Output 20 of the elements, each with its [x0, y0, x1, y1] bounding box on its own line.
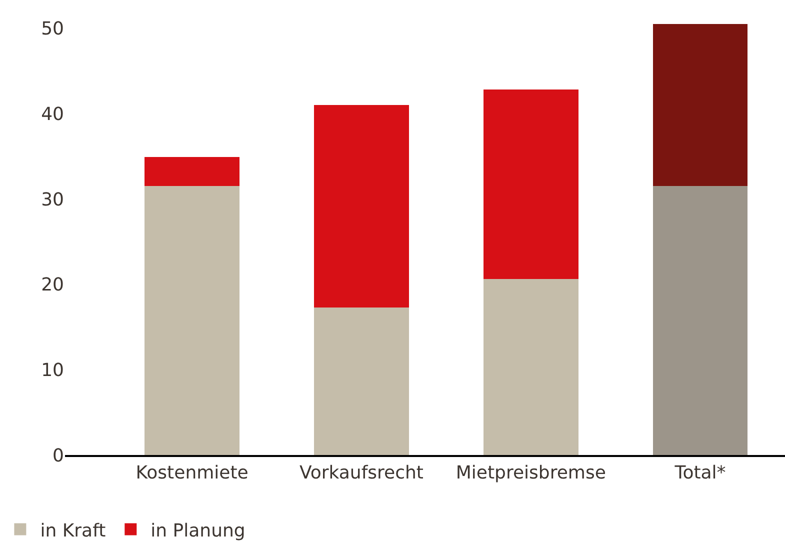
x-tick-label: Total*	[674, 462, 726, 484]
bar	[144, 157, 240, 186]
x-tick-label: Kostenmiete	[136, 462, 248, 484]
y-tick-label: 40	[41, 104, 64, 125]
x-tick-label: Mietpreisbremse	[456, 462, 606, 484]
y-tick-label: 30	[41, 189, 64, 210]
legend-label: in Planung	[150, 520, 246, 542]
bar	[144, 186, 240, 455]
bar	[483, 90, 578, 280]
bar	[483, 279, 578, 455]
y-tick-label: 10	[41, 360, 64, 381]
legend-label: in Kraft	[40, 520, 106, 542]
x-tick-label: Vorkaufsrecht	[299, 462, 424, 484]
y-tick-label: 0	[52, 445, 64, 466]
y-tick-label: 50	[41, 18, 64, 40]
bar	[652, 24, 748, 186]
bar	[314, 105, 409, 308]
y-tick-label: 20	[41, 274, 64, 296]
bar	[652, 186, 748, 455]
bar	[314, 307, 409, 455]
